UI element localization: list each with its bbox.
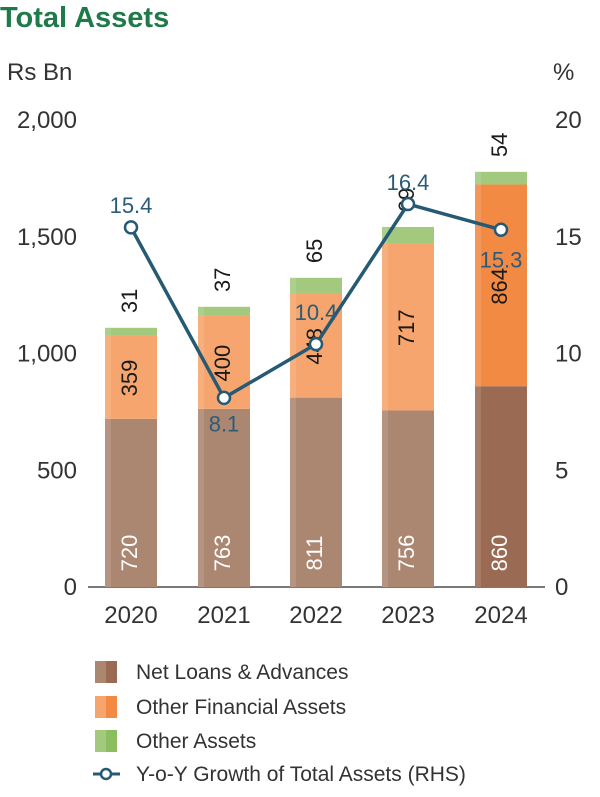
legend-swatch <box>106 730 117 752</box>
bar-highlight <box>198 307 204 316</box>
y2-tick-label: 5 <box>555 457 568 484</box>
bar-value-label: 860 <box>487 535 512 572</box>
growth-point <box>402 198 414 210</box>
growth-value-label: 10.4 <box>295 300 338 325</box>
y2-tick-label: 15 <box>555 224 582 251</box>
x-tick-label: 2021 <box>197 602 250 629</box>
legend-item: Net Loans & Advances <box>95 661 348 684</box>
bar-value-label: 359 <box>117 360 142 397</box>
y-tick-label: 500 <box>37 457 77 484</box>
bar-value-label: 763 <box>210 535 235 572</box>
bar-highlight <box>475 172 481 185</box>
bars: 7203593176340037811448657567176986086454 <box>105 133 527 587</box>
legend-item: Other Assets <box>95 730 256 753</box>
legend-swatch <box>95 661 106 683</box>
legend: Net Loans & Advances Other Financial Asse… <box>93 661 466 786</box>
y2-tick-label: 20 <box>555 107 582 134</box>
legend-label: Y-o-Y Growth of Total Assets (RHS) <box>136 763 466 786</box>
bar-segment <box>105 328 157 335</box>
x-tick-label: 2023 <box>381 602 434 629</box>
x-tick-label: 2024 <box>474 602 527 629</box>
bar-segment <box>475 172 527 185</box>
growth-point <box>218 392 230 404</box>
bar-segment <box>290 278 342 293</box>
bar-highlight <box>475 184 481 386</box>
y2-tick-label: 10 <box>555 341 582 368</box>
legend-item: Y-o-Y Growth of Total Assets (RHS) <box>93 763 466 786</box>
right-axis-unit: % <box>553 59 574 86</box>
growth-point <box>310 338 322 350</box>
bar-highlight <box>105 419 111 587</box>
growth-value-label: 15.3 <box>480 248 523 273</box>
bar-stack: 720 359 31 <box>105 289 157 587</box>
growth-value-label: 15.4 <box>110 193 153 218</box>
y-tick-label: 0 <box>64 574 77 601</box>
legend-label: Net Loans & Advances <box>136 661 348 684</box>
y-tick-label: 1,500 <box>17 224 77 251</box>
bar-highlight <box>198 409 204 587</box>
legend-swatch <box>106 661 117 683</box>
growth-point <box>495 224 507 236</box>
growth-point <box>125 221 137 233</box>
total-assets-chart: Total Assets Rs Bn % 0 500 1,000 1,500 2,000… <box>0 0 600 797</box>
x-tick-label: 2022 <box>289 602 342 629</box>
bar-highlight <box>290 398 296 587</box>
bar-highlight <box>105 335 111 419</box>
bar-value-label: 811 <box>302 535 327 570</box>
legend-swatch <box>106 696 117 718</box>
bar-value-label: 756 <box>394 535 419 572</box>
legend-line-marker <box>101 769 111 779</box>
left-axis-unit: Rs Bn <box>7 59 72 86</box>
bar-value-label: 31 <box>117 289 142 313</box>
x-tick-label: 2020 <box>104 602 157 629</box>
legend-label: Other Financial Assets <box>136 696 346 719</box>
bar-highlight <box>475 386 481 587</box>
bar-stack: 81144865 <box>290 239 342 587</box>
bar-highlight <box>382 243 388 410</box>
growth-value-label: 8.1 <box>209 412 240 437</box>
legend-item: Other Financial Assets <box>95 696 346 719</box>
bar-value-label: 65 <box>302 239 327 263</box>
legend-swatch <box>95 696 106 718</box>
y-tick-label: 1,000 <box>17 341 77 368</box>
bar-value-label: 54 <box>487 133 512 157</box>
growth-value-label: 16.4 <box>387 170 430 195</box>
bar-segment <box>198 307 250 316</box>
bar-value-label: 864 <box>487 268 512 305</box>
bar-highlight <box>105 328 111 335</box>
legend-label: Other Assets <box>136 730 256 753</box>
bar-highlight <box>290 278 296 293</box>
bar-value-label: 720 <box>117 535 142 572</box>
bar-stack: 75671769 <box>382 188 434 587</box>
bar-stack: 860 864 54 <box>475 133 527 587</box>
chart-title: Total Assets <box>0 2 169 34</box>
y2-tick-label: 0 <box>555 574 568 601</box>
y-tick-label: 2,000 <box>17 107 77 134</box>
bar-highlight <box>382 410 388 587</box>
bar-value-label: 717 <box>394 309 419 346</box>
legend-swatch <box>95 730 106 752</box>
bar-value-label: 37 <box>210 268 235 292</box>
